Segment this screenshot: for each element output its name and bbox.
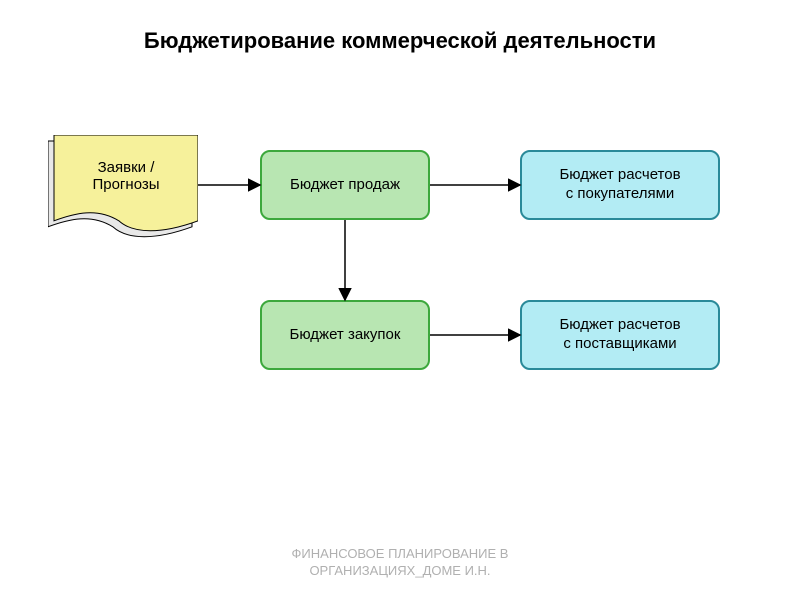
arrows-layer [0,0,800,600]
footer-line2: ОРГАНИЗАЦИЯХ_ДОМЕ И.Н. [309,563,490,578]
footer-line1: ФИНАНСОВОЕ ПЛАНИРОВАНИЕ В [292,546,509,561]
footer: ФИНАНСОВОЕ ПЛАНИРОВАНИЕ В ОРГАНИЗАЦИЯХ_Д… [0,546,800,580]
flowchart: Заявки /Прогнозы Бюджет продаж Бюджет ра… [0,0,800,600]
